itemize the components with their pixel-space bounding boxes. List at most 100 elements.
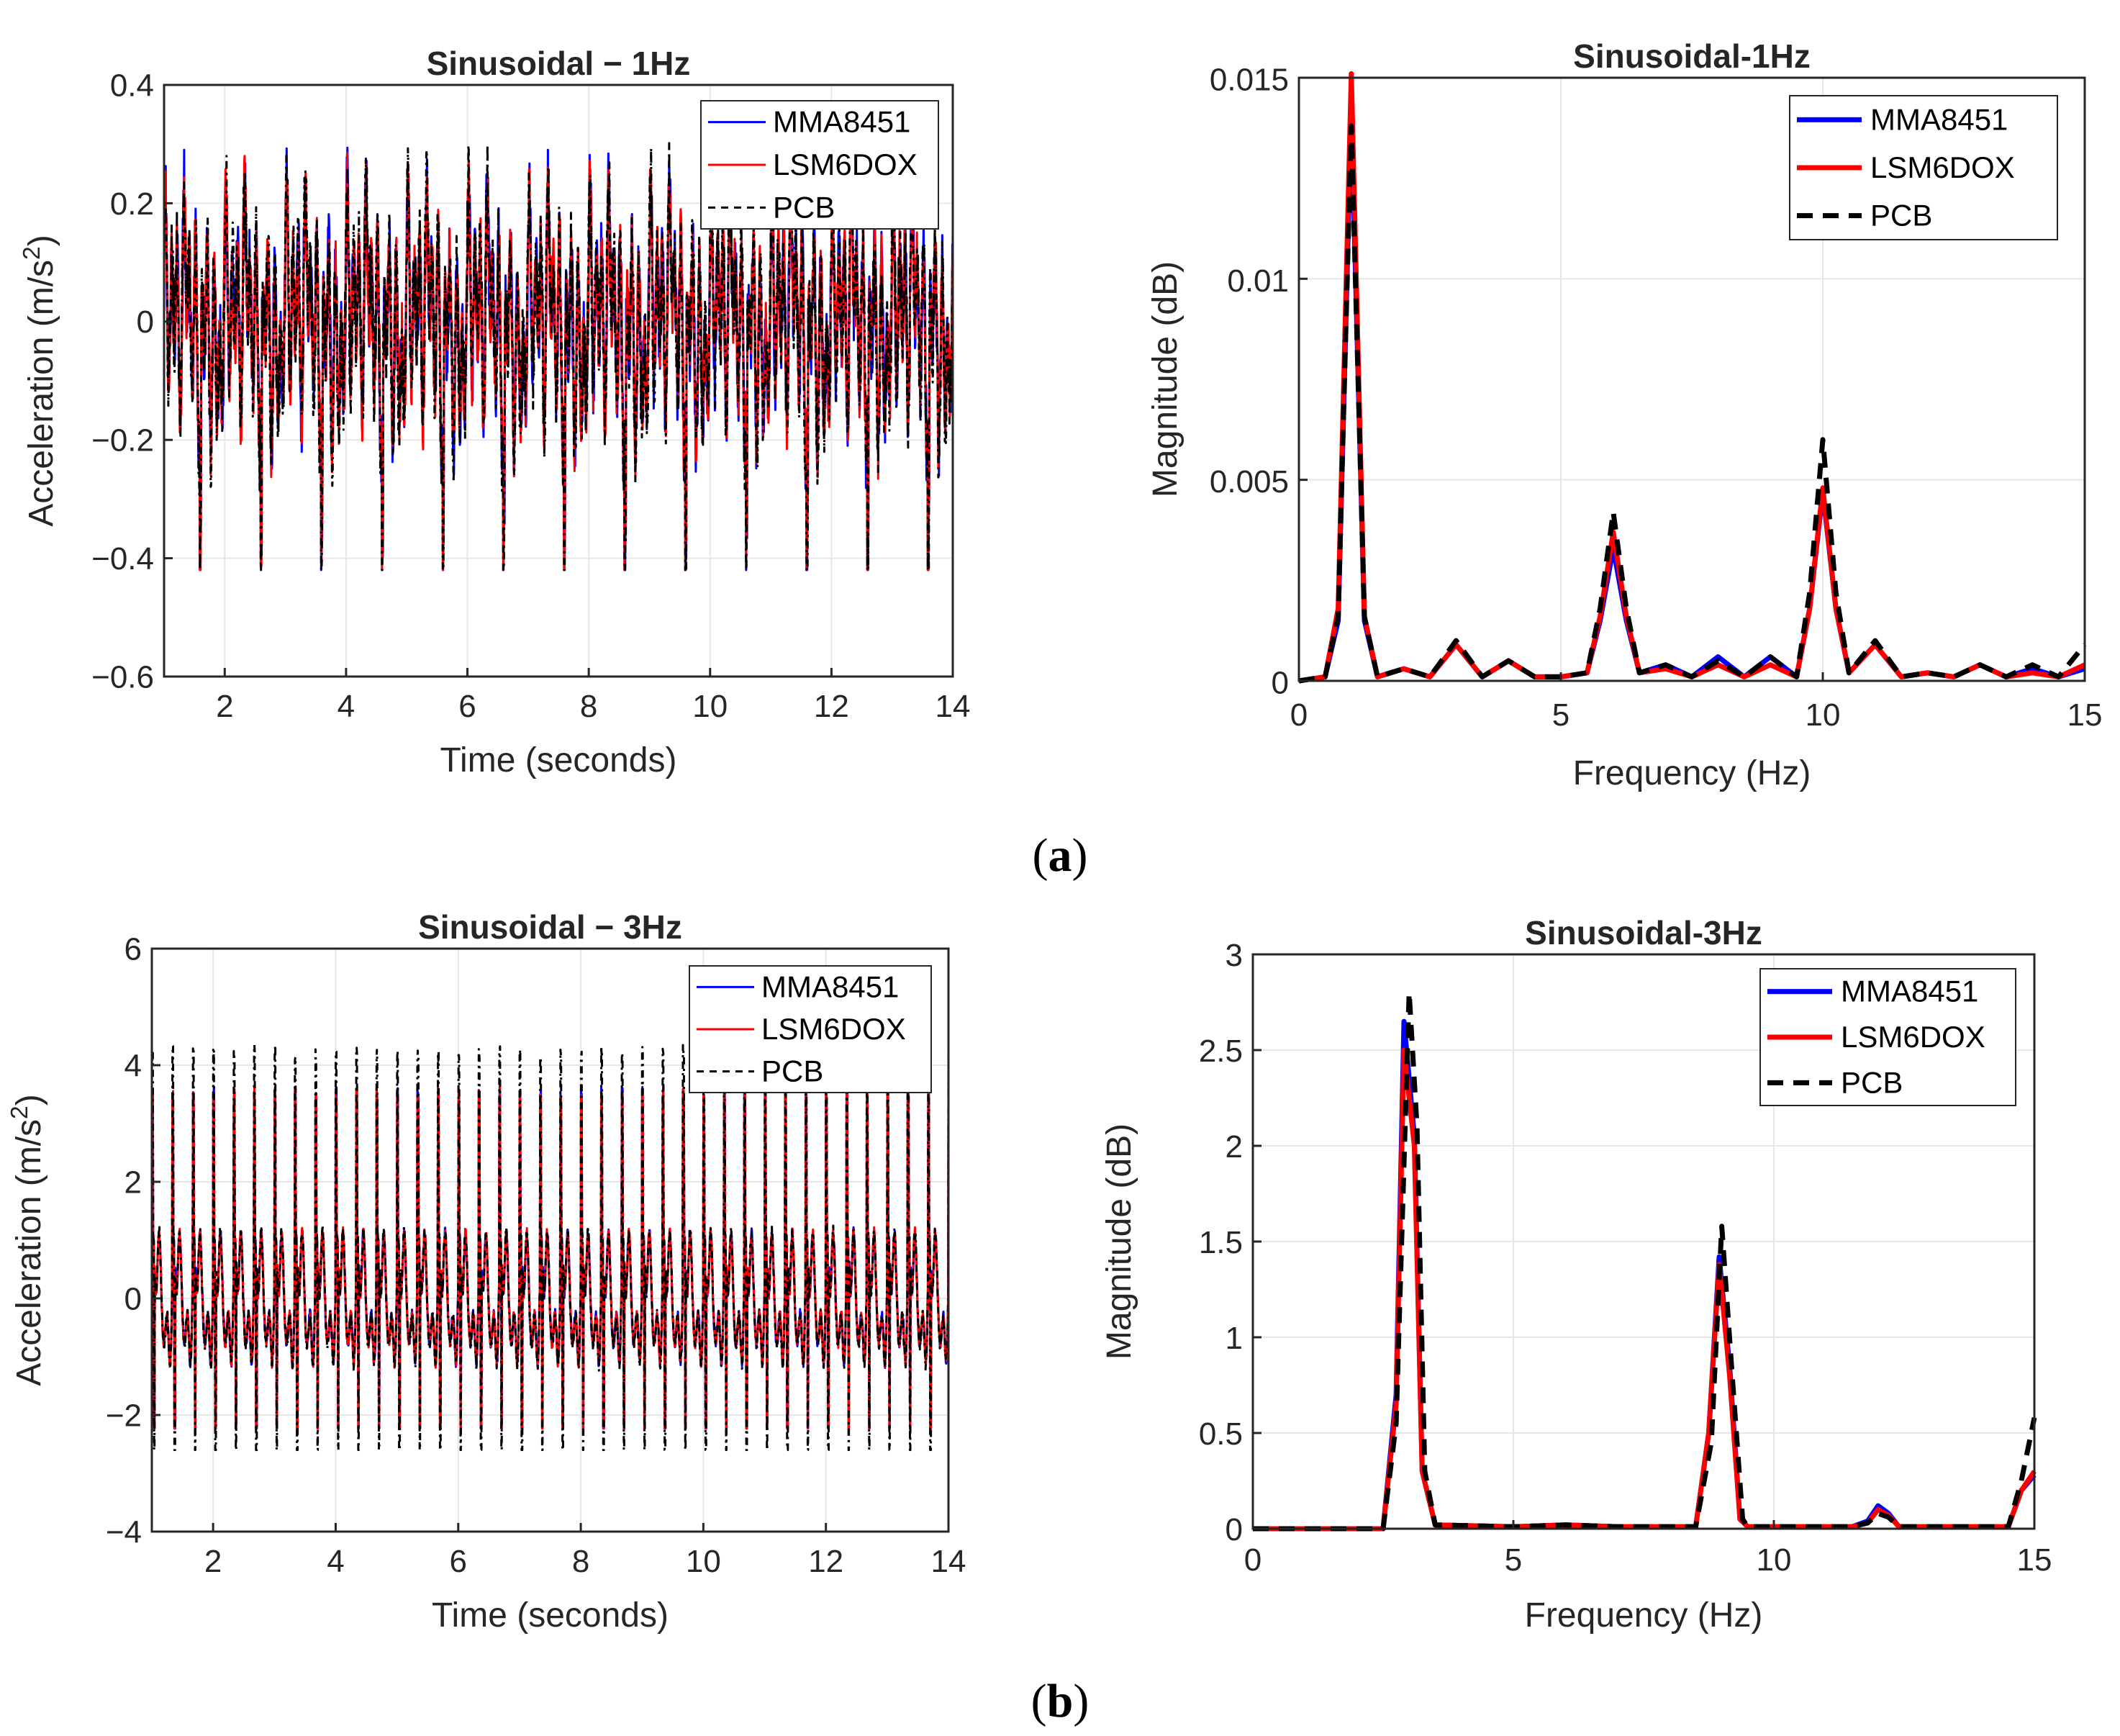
series-group [1298,71,2087,684]
legend: MMA8451 LSM6DOX PCB [689,965,932,1093]
y-tick-label: 0.2 [110,186,154,222]
x-tick-label: 4 [338,689,355,724]
y-tick-label: −0.4 [91,541,154,577]
caption-b: (b) [1031,1675,1090,1727]
plot-title: Sinusoidal-3Hz [1525,914,1762,951]
x-tick-label: 5 [1505,1542,1522,1578]
x-tick-label: 10 [686,1544,721,1579]
x-tick-label: 8 [572,1544,589,1579]
series-group [1253,990,2037,1532]
legend-label-lsm6dox: LSM6DOX [1841,1020,1985,1054]
legend-label-mma8451: MMA8451 [1870,102,2008,136]
y-tick-label: 0 [124,1281,142,1316]
x-tick-label: 12 [808,1544,843,1579]
x-tick-label: 10 [692,689,728,724]
y-axis-label-close: ) [10,1094,48,1106]
legend-label-lsm6dox: LSM6DOX [1870,150,2015,184]
y-tick-label: −2 [106,1398,142,1433]
plot-title: Sinusoidal − 1Hz [427,45,691,82]
x-tick-label: 12 [814,689,849,724]
y-tick-label: 0.5 [1199,1416,1243,1452]
caption-b-letter: b [1047,1675,1074,1727]
axes-box [163,83,954,678]
x-tick-label: 14 [936,689,971,724]
y-tick-label: 2.5 [1199,1034,1243,1069]
x-tick-label: 6 [450,1544,467,1579]
y-tick-label: 1 [1226,1321,1243,1356]
y-tick-label: −0.6 [91,659,154,695]
x-axis-label: Time (seconds) [432,1596,669,1635]
panel-b-time-plot: 2 4 6 8 10 12 14 −4 −2 0 2 4 6 Sinusoidal − 3Hz Time (… [6,908,966,1635]
plot-title: Sinusoidal-1Hz [1573,37,1811,75]
y-tick-label: 2 [1226,1129,1243,1165]
series-line-pcb [1253,990,2037,1532]
panel-a-frequency-plot: 0 5 10 15 0 0.005 0.01 0.015 Sinusoidal-1Hz Frequ… [1146,37,2102,792]
x-tick-label: 15 [2067,697,2103,733]
y-axis-label: Magnitude (dB) [1100,1124,1138,1360]
x-tick-label: 14 [931,1544,966,1579]
y-axis-label-close: ) [22,235,60,246]
legend-label-pcb: PCB [1870,199,1932,232]
caption-a: (a) [1033,829,1088,882]
axes-box [1297,76,2086,682]
legend-label-mma8451: MMA8451 [773,105,910,139]
y-tick-label: 1.5 [1199,1225,1243,1260]
y-tick-label: 0.005 [1210,464,1289,499]
x-tick-label: 0 [1290,697,1308,733]
legend: MMA8451 LSM6DOX PCB [700,100,939,230]
y-tick-label: 0.01 [1227,263,1289,299]
series-group [163,142,954,571]
y-tick-label: −4 [106,1514,142,1550]
y-tick-label: 2 [124,1165,142,1200]
legend-label-lsm6dox: LSM6DOX [773,148,918,181]
panel-b-frequency-plot: 0 5 10 15 0 0.5 1 1.5 2 2.5 3 Sinusoidal-3Hz Frequen… [1100,914,2052,1635]
x-tick-label: 8 [580,689,597,724]
x-axis-label: Frequency (Hz) [1525,1596,1763,1635]
y-tick-label: 0 [137,304,154,340]
y-tick-label: 0.4 [110,68,154,103]
series-line-pcb [1298,123,2087,684]
series-line-pcb [150,1044,950,1452]
x-tick-label: 15 [2017,1542,2052,1578]
y-tick-label: 0 [1272,666,1289,701]
legend-label-pcb: PCB [1841,1065,1903,1099]
y-tick-label: −0.2 [91,423,154,458]
plot-title: Sinusoidal − 3Hz [418,908,682,946]
legend-label-mma8451: MMA8451 [761,969,899,1003]
x-tick-label: 4 [327,1544,344,1579]
legend: MMA8451 LSM6DOX PCB [1789,95,2058,240]
x-axis-label: Time (seconds) [440,741,677,779]
y-axis-label-main: Acceleration (m/s [10,1119,48,1386]
y-tick-label: 4 [124,1048,142,1083]
legend-label-lsm6dox: LSM6DOX [761,1012,906,1046]
x-tick-label: 0 [1244,1542,1261,1578]
y-axis-label-main: Acceleration (m/s [22,260,60,527]
y-tick-label: 0 [1226,1512,1243,1547]
panel-a-time-plot: 2 4 6 8 10 12 14 −0.6 −0.4 −0.2 0 0.2 0.4 Sinusoidal … [19,45,970,779]
axes-box [150,947,950,1533]
legend-label-pcb: PCB [761,1054,823,1088]
legend-label-mma8451: MMA8451 [1841,975,1978,1008]
x-tick-label: 2 [204,1544,222,1579]
x-tick-label: 6 [458,689,476,724]
y-axis-label-superscript: 2 [19,246,45,260]
caption-a-letter: a [1048,829,1072,882]
x-axis-label: Frequency (Hz) [1573,754,1811,792]
legend: MMA8451 LSM6DOX PCB [1759,968,2016,1106]
series-group [150,1044,950,1452]
y-axis-label: Acceleration (m/s2) [6,1094,48,1385]
x-tick-label: 5 [1552,697,1569,733]
series-line-pcb [163,142,954,571]
legend-label-pcb: PCB [773,190,835,224]
y-axis-label: Acceleration (m/s2) [19,235,60,526]
y-tick-label: 3 [1226,938,1243,973]
y-axis-label-superscript: 2 [6,1106,33,1119]
x-tick-label: 2 [216,689,233,724]
x-tick-label: 10 [1806,697,1841,733]
x-tick-label: 10 [1757,1542,1792,1578]
y-tick-label: 0.015 [1210,63,1289,98]
y-axis-label: Magnitude (dB) [1146,261,1184,497]
y-tick-label: 6 [124,931,142,967]
series-line-lsm6dox [1298,71,2086,684]
